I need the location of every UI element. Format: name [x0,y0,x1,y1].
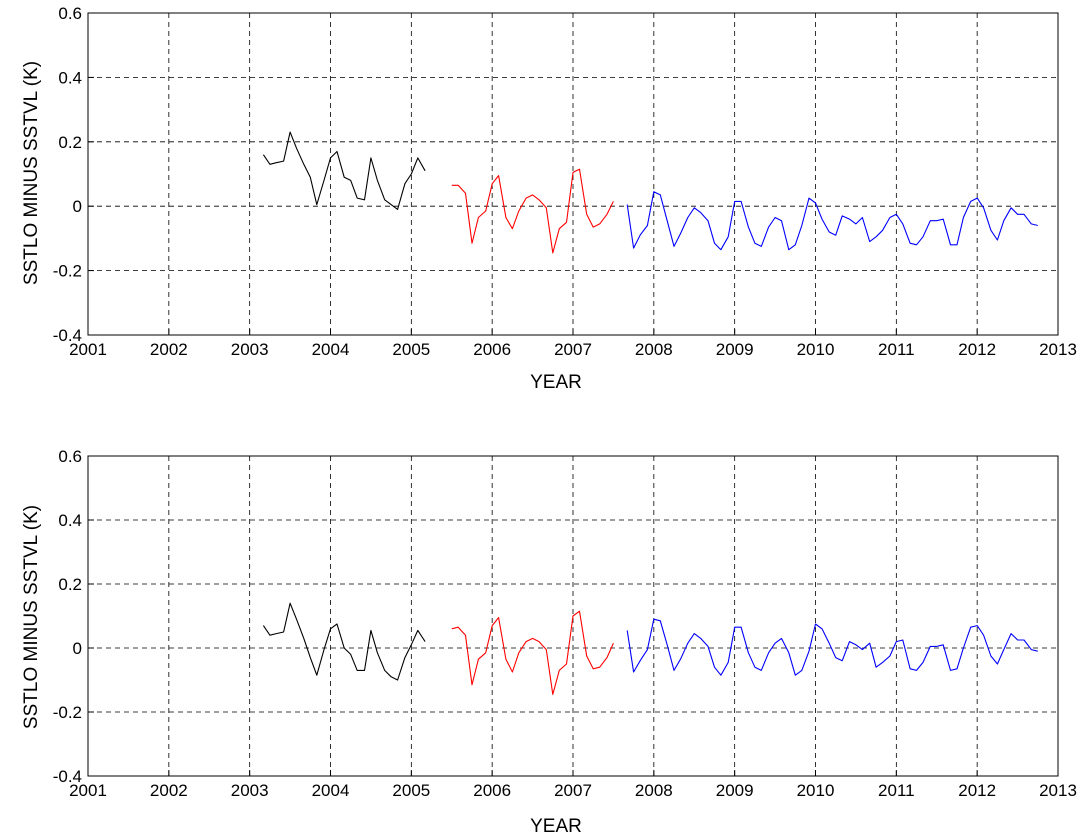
top-y-tick-label: -0.2 [53,262,82,281]
top-tick-labels: 2001 2002 2003 2004 2005 2006 2007 2008 2009 2010… [53,4,1077,359]
bottom-x-tick-label: 2006 [473,781,511,800]
bottom-series-line-3 [626,618,1038,676]
bottom-series-line-1 [262,602,426,681]
top-y-tick-label: 0.2 [58,133,82,152]
bottom-x-tick-label: 2002 [150,781,188,800]
bottom-x-tick-label: 2007 [554,781,592,800]
top-series-line-1 [262,131,426,210]
bottom-y-tick-label: 0.6 [58,447,82,466]
bottom-x-tick-label: 2003 [231,781,269,800]
bottom-x-tick-label: 2001 [69,781,107,800]
top-x-tick-label: 2007 [554,340,592,359]
top-x-tick-label: 2003 [231,340,269,359]
top-x-tick-label: 2008 [635,340,673,359]
top-series-group [262,131,1038,254]
bottom-y-tick-label: 0.4 [58,511,82,530]
bottom-plot-area-border [87,455,1059,777]
top-x-tick-label: 2005 [392,340,430,359]
bottom-y-tick-label: -0.4 [53,767,82,786]
top-x-tick-label: 2013 [1039,340,1077,359]
bottom-y-tick-label: 0 [73,639,82,658]
top-y-axis-label: SSTLO MINUS SSTVL (K) [21,61,42,285]
bottom-x-tick-label: 2009 [716,781,754,800]
top-x-tick-label: 2012 [958,340,996,359]
top-x-tick-label: 2011 [878,340,915,359]
top-x-tick-label: 2001 [69,340,107,359]
top-y-tick-label: 0.6 [58,4,82,23]
bottom-x-tick-label: 2005 [392,781,430,800]
bottom-series-line-2 [451,610,614,695]
bottom-tick-labels: 2001 2002 2003 2004 2005 2006 2007 2008 2009 2010… [53,447,1077,800]
bottom-x-tick-label: 2004 [312,781,350,800]
top-x-tick-label: 2006 [473,340,511,359]
top-y-tick-label: 0 [73,197,82,216]
top-panel: 2001 2002 2003 2004 2005 2006 2007 2008 2009 2010… [21,4,1077,393]
top-series-line-3 [626,191,1038,251]
bottom-axes-frame [87,455,1059,777]
top-x-tick-label: 2004 [312,340,350,359]
top-y-tick-label: -0.4 [53,326,82,345]
top-series-line-2 [451,168,614,254]
top-x-tick-label: 2002 [150,340,188,359]
top-x-tick-label: 2010 [797,340,835,359]
bottom-x-tick-label: 2011 [878,781,915,800]
bottom-series-group [262,602,1038,695]
bottom-x-tick-label: 2012 [958,781,996,800]
bottom-panel: 2001 2002 2003 2004 2005 2006 2007 2008 2009 2010… [21,447,1077,837]
bottom-x-tick-label: 2008 [635,781,673,800]
bottom-y-tick-label: -0.2 [53,703,82,722]
top-plot-area-border [87,12,1059,336]
bottom-x-tick-label: 2013 [1039,781,1077,800]
bottom-x-axis-label: YEAR [530,816,582,837]
top-y-tick-label: 0.4 [58,68,82,87]
top-x-tick-label: 2009 [716,340,754,359]
bottom-y-axis-label: SSTLO MINUS SSTVL (K) [21,505,42,729]
bottom-y-tick-label: 0.2 [58,575,82,594]
top-x-axis-label: YEAR [530,372,582,393]
bottom-x-tick-label: 2010 [797,781,835,800]
top-axes-frame [87,12,1059,336]
